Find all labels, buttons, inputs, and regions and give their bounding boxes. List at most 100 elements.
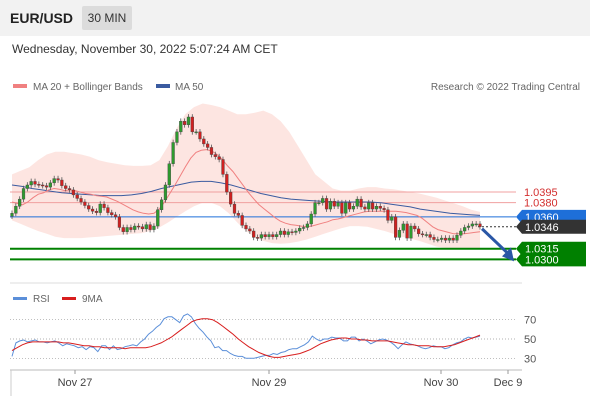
candle [156,206,160,229]
forecast-arrow [480,227,514,262]
candle [198,129,202,142]
candle [117,214,122,231]
candle [213,151,217,160]
ma20-legend-label: MA 20 + Bollinger Bands [33,82,143,93]
rsi-line [11,313,481,359]
candle [440,235,444,243]
rsi-legend-label: RSI [33,294,50,305]
candle [474,221,478,227]
candle [148,221,152,233]
bollinger-band-area [12,103,480,250]
candle [424,231,428,238]
candle [401,221,405,234]
candle [351,203,356,212]
candle [466,223,471,231]
candle [432,234,436,243]
x-tick-label: Nov 29 [252,377,287,389]
candle [144,221,148,232]
level-tag-1.0300: 1.0300 [516,252,586,267]
candle [79,195,83,205]
candle [217,153,221,163]
candle [252,228,256,241]
candle [190,114,194,135]
candle [21,185,26,202]
rsi-ma-line [11,318,481,358]
candle [41,182,45,189]
candle [121,224,125,235]
candle [417,226,421,237]
candle [125,224,129,235]
candle [102,201,106,211]
candle [48,180,52,190]
candle [451,235,455,244]
candle [420,231,425,238]
candle [186,114,191,128]
candle [394,214,398,241]
candle [52,175,56,186]
level-label-1.0395: 1.0395 [524,187,558,199]
forecast-arrow-shaft [480,227,512,257]
candle [10,210,14,219]
candle [94,208,98,216]
candle [248,226,252,234]
candle [129,224,133,233]
candle [336,199,340,210]
candle [206,141,210,151]
candle [67,185,72,193]
candle [305,221,309,231]
candle [71,187,75,198]
candle [25,182,29,192]
candle [363,204,367,212]
rsi-tick-30: 30 [524,353,536,365]
candle [267,231,271,240]
candle [378,203,382,212]
x-tick-label: Nov 27 [58,377,93,389]
candle [60,177,64,189]
header-bar: EUR/USD 30 MIN [0,0,590,36]
x-axis: Nov 27 Nov 29 Nov 30 Dec 9 [10,369,522,396]
candle [194,129,198,135]
rsi-swatch [13,297,27,300]
candle [113,211,118,220]
price-legend: MA 20 + Bollinger Bands MA 50 Research ©… [13,82,580,93]
level-tag-1.0346: 1.0346 [516,219,586,234]
candle [229,189,233,207]
research-credit: Research © 2022 Trading Central [431,82,580,93]
candle [14,203,18,217]
candle [301,224,306,232]
candle [317,199,321,206]
candle [428,231,432,241]
candle [98,201,102,216]
candle [106,204,110,216]
candle [56,175,60,183]
candle [294,228,298,236]
candle [275,231,279,240]
candle [386,206,390,224]
candle [209,144,214,158]
candle [478,221,482,230]
candle [110,209,114,218]
timeframe-badge[interactable]: 30 MIN [82,6,132,30]
candle [374,203,379,212]
candle [409,223,413,241]
candle [133,223,137,233]
candle [455,232,459,244]
candle [470,221,474,229]
candle [463,224,467,234]
candle [75,192,79,202]
candle [344,199,348,217]
candle [175,129,179,146]
x-tick-label: Nov 30 [424,377,459,389]
candle [167,160,171,188]
ma20-line [11,149,481,235]
candle [171,139,175,167]
candle [328,198,332,212]
candle [390,214,394,224]
candle [382,205,386,213]
level-label-1.0380: 1.0380 [524,198,558,210]
candle [33,178,37,188]
level-tag-text-1.0346: 1.0346 [525,222,559,234]
rsi-ma-legend-label: 9MA [82,294,103,305]
